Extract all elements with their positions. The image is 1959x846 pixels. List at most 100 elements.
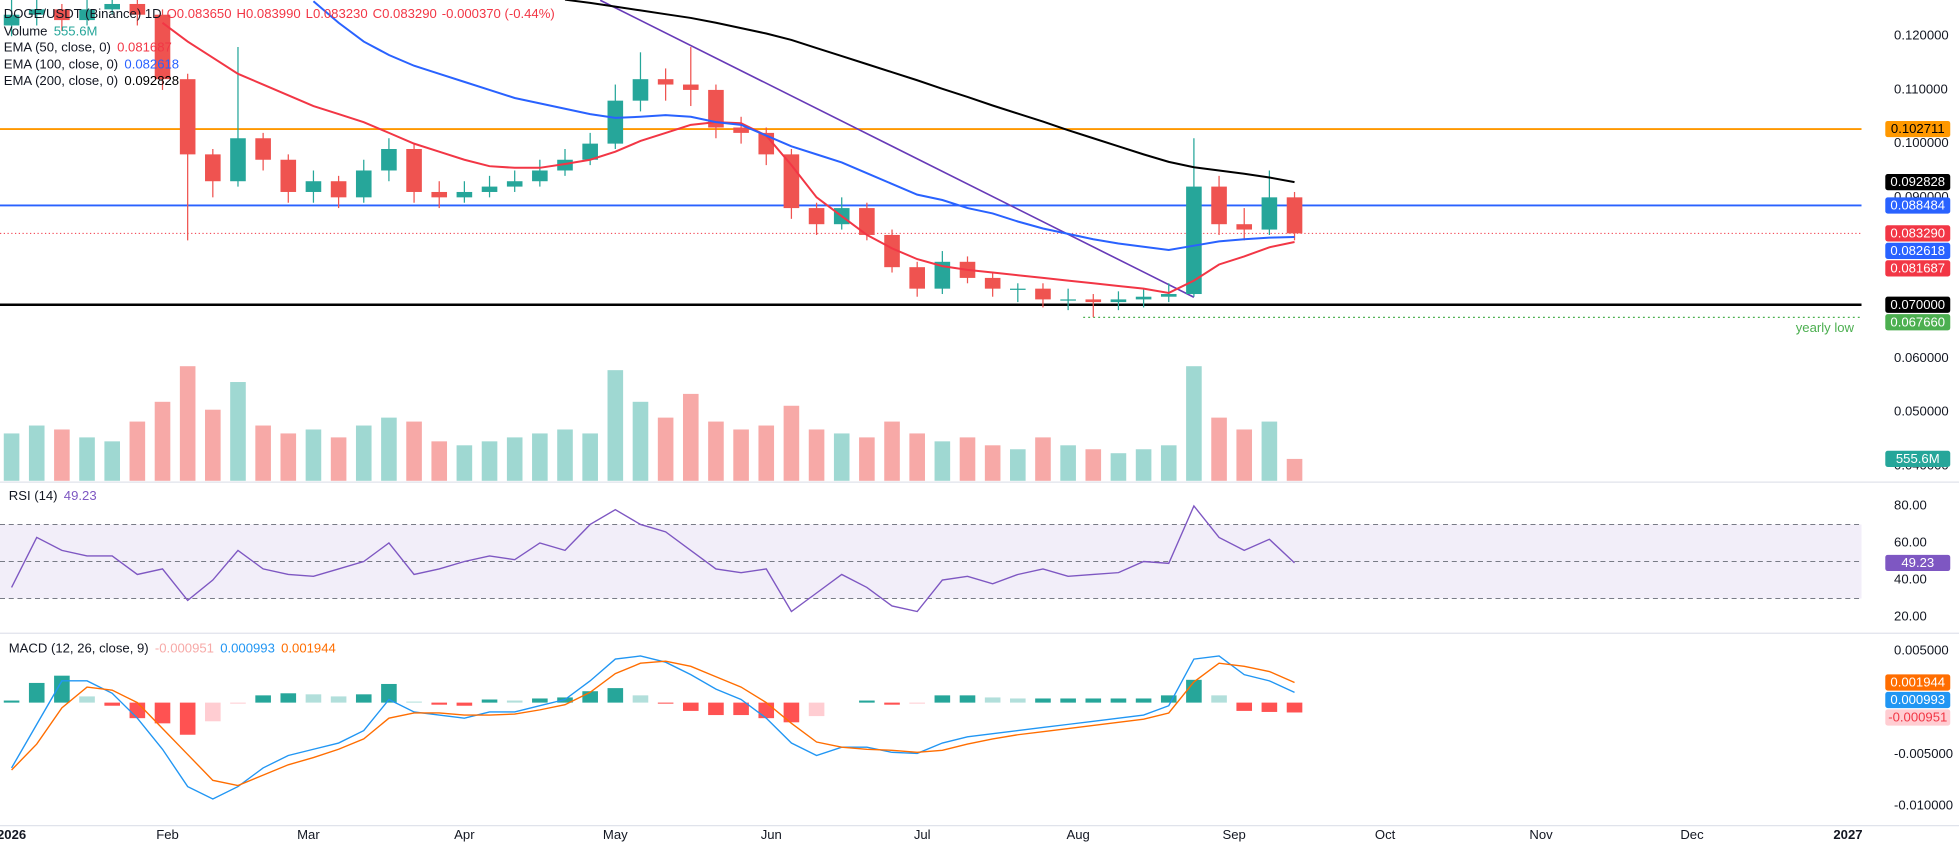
macd-histogram-bar [456,702,473,706]
rsi-pane [0,504,1862,613]
level-annotation: yearly low [1796,320,1855,335]
volume-bar [934,441,951,481]
macd-pane [3,655,1303,800]
volume-bar [833,433,850,481]
candle-body [1035,288,1051,300]
y-tick-label: 0.050000 [1894,404,1949,419]
ema-value: 0.082618 [124,57,179,72]
rsi-tick-label: 40.00 [1894,572,1927,587]
candle-body [104,3,120,10]
macd-tick-label: 0.005000 [1894,642,1949,657]
candle-body [657,79,674,85]
macd-histogram-bar [431,702,448,705]
ema-name: EMA (50, close, 0) [4,40,111,55]
x-tick-label: Feb [156,827,179,842]
candle-body [305,181,322,192]
macd-histogram-bar [1186,679,1202,703]
ohlc-close: C0.083290 [373,6,437,21]
volume-bar [330,437,347,481]
axis-label-box [1885,225,1951,242]
ema-value: 0.092828 [124,73,179,88]
volume-bar [582,433,598,481]
axis-label-box [1885,691,1951,709]
macd-histogram-bar [154,702,171,724]
macd-line [10,655,1295,800]
candle-body [1010,288,1026,290]
axis-label-value: 0.081687 [1890,260,1945,275]
macd-legend: MACD (12, 26, close, 9) -0.000951 0.000993… [9,641,336,656]
volume-bar [381,417,397,481]
candle-body [230,138,246,182]
macd-histogram-bar [355,694,372,703]
macd-histogram-bar [607,688,624,703]
candle-body [1085,299,1102,303]
volume-bar [305,429,322,481]
candle-body [582,143,598,160]
candle-body [1261,197,1278,230]
volume-bar [79,437,95,481]
volume-bar [682,393,699,481]
candle-body [632,79,649,101]
rsi-legend: RSI (14) 49.23 [9,489,97,504]
y-tick-label: 0.120000 [1894,28,1949,43]
macd-histogram-bar [104,702,120,706]
macd-histogram-bar [79,696,95,703]
candle-body [79,9,95,21]
candle-body [129,3,146,15]
macd-tick-label: -0.005000 [1894,746,1953,761]
candle-body [557,159,573,171]
axis-label-box [1885,120,1951,138]
macd-histogram-bar [1060,698,1076,703]
candle-body [909,267,925,289]
x-tick-label: Dec [1680,827,1704,842]
volume-bar [1110,453,1127,481]
volume-bar [884,421,900,481]
volume-bar [1186,366,1202,481]
volume-bar [355,425,372,481]
volume-bar [909,433,925,481]
macd-histogram-bar [28,682,45,703]
macd-histogram-bar [582,691,598,703]
candle-body [884,234,900,268]
volume-bar [859,437,875,481]
candle-body [1186,186,1202,295]
macd-histogram-bar [632,695,649,703]
macd-histogram-bar [1110,698,1127,703]
macd-histogram-bar [758,702,775,719]
macd-histogram-bar [3,700,20,703]
macd-histogram-bar [481,699,498,703]
volume-bar [532,433,548,481]
volume-bar [1261,421,1278,481]
rsi-tick-label: 60.00 [1894,534,1927,549]
signal-value: 0.001944 [281,641,336,656]
x-tick-label: 2027 [1833,827,1862,842]
volume-bar [129,421,146,481]
volume-bar [3,433,20,481]
candle-body [28,9,45,15]
volume-legend: Volume 555.6M [4,24,98,39]
macd-histogram-bar [984,697,1001,703]
candle-body [506,181,523,187]
y-tick-label: 0.110000 [1894,81,1948,96]
candle-body [456,191,473,198]
candle-body [1211,186,1227,225]
volume-bar [1085,449,1102,481]
macd-histogram-bar [129,702,146,719]
macd-histogram-bar [1236,702,1253,711]
macd-histogram-bar [1135,698,1152,703]
macd-name: MACD (12, 26, close, 9) [9,641,149,656]
marks [0,0,1862,800]
axis-labels: 0.1200000.1100000.1000000.0900000.060000… [0,28,1953,842]
macd-histogram-bar [1085,698,1102,703]
axis-label-value: 0.001944 [1890,675,1945,690]
volume-bar [255,425,271,481]
x-tick-label: Apr [454,827,475,842]
legend: DOGE/USDT (Binance) 1D O0.083650 H0.083990… [4,6,555,656]
macd-histogram-bar [884,702,900,705]
volume-bar [1286,458,1303,481]
volume-bar [154,401,171,481]
volume-bar [1160,445,1177,481]
candle-body [1135,296,1152,300]
